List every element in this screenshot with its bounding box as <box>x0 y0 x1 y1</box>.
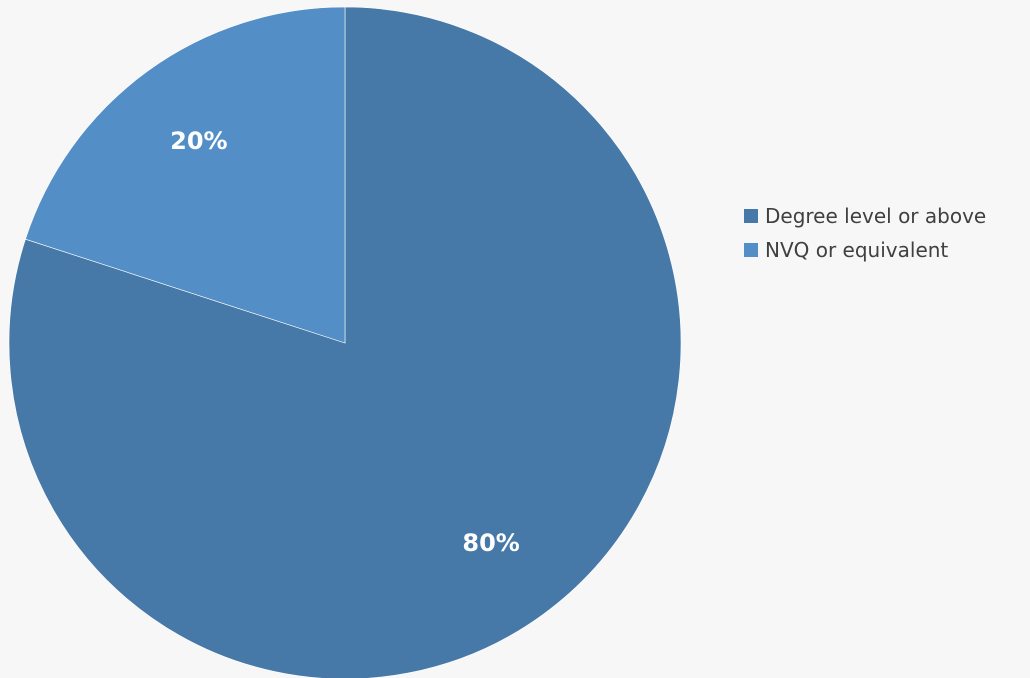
legend-item-nvq: NVQ or equivalent <box>744 233 986 267</box>
data-label-degree: 80% <box>462 529 519 557</box>
legend: Degree level or above NVQ or equivalent <box>744 199 986 267</box>
legend-swatch-degree <box>744 209 758 223</box>
pie-slice-nvq <box>25 6 346 344</box>
legend-item-degree: Degree level or above <box>744 199 986 233</box>
legend-label-degree: Degree level or above <box>765 204 987 228</box>
legend-swatch-nvq <box>744 243 758 257</box>
pie-slice-degree <box>8 6 682 678</box>
data-label-nvq: 20% <box>170 127 227 155</box>
legend-label-nvq: NVQ or equivalent <box>765 238 949 262</box>
